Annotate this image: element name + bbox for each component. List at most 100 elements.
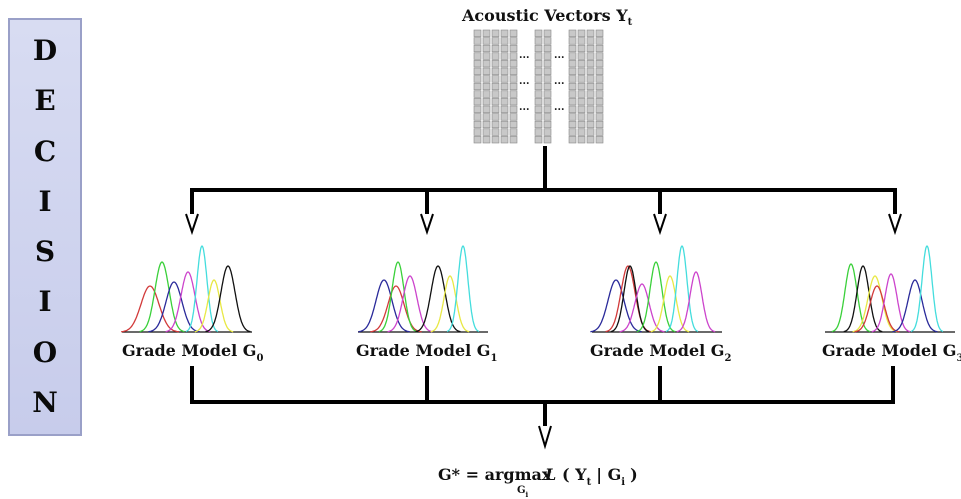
decision-letter: S (34, 235, 56, 269)
gaussian-mixture-1 (358, 245, 488, 333)
acoustic-vectors-grid (473, 29, 604, 144)
vector-cell (491, 82, 500, 91)
vector-cell (482, 44, 491, 53)
vector-cell (482, 136, 491, 144)
vector-cell (482, 29, 491, 37)
vector-cell (500, 67, 509, 75)
vector-cell (491, 128, 500, 136)
vector-cell (491, 136, 500, 144)
vector-cell (482, 82, 491, 91)
gaussian-curve (676, 271, 716, 333)
vector-cell (595, 105, 604, 113)
vector-cell (534, 29, 543, 37)
vector-cell (586, 67, 595, 75)
vector-cell (586, 52, 595, 60)
gaussian-mixture-0 (121, 245, 252, 333)
vector-cell (568, 113, 577, 121)
vector-cell (500, 105, 509, 113)
vector-cell (586, 29, 595, 37)
vector-cell (586, 90, 595, 98)
formula-lhs: G* = argmax (438, 465, 552, 484)
vector-cell (543, 60, 552, 68)
vector-cell (500, 37, 509, 45)
vector-cell (509, 113, 518, 121)
decision-letter: D (32, 34, 58, 68)
vector-cell (534, 128, 543, 136)
vector-cell (534, 136, 543, 144)
vector-cell (577, 75, 586, 83)
vector-cell (595, 128, 604, 136)
vector-cell (577, 60, 586, 68)
vector-cell (577, 98, 586, 106)
vector-cell (543, 90, 552, 98)
vector-cell (595, 52, 604, 60)
vector-cell (595, 90, 604, 98)
vector-cell (482, 90, 491, 98)
decision-letter: I (38, 285, 52, 319)
vector-cell (595, 136, 604, 144)
grade-model-label-0: Grade Model G0 (122, 341, 263, 364)
vector-cell (491, 52, 500, 60)
decision-letter: O (32, 335, 58, 369)
grade-model-label-2: Grade Model G2 (590, 341, 731, 364)
gaussian-curve (665, 245, 699, 333)
vector-cell (534, 60, 543, 68)
vector-cell (543, 113, 552, 121)
vector-cell (534, 90, 543, 98)
vector-cell (586, 37, 595, 45)
vector-cell (568, 120, 577, 129)
vector-cell (586, 60, 595, 68)
down-arrow-result (538, 425, 552, 450)
input-title: Acoustic Vectors Yt (461, 6, 633, 28)
vector-cell (586, 82, 595, 91)
gaussian-curve (636, 261, 676, 333)
vector-cell (509, 52, 518, 60)
vector-cell (577, 136, 586, 144)
vector-cell (491, 90, 500, 98)
gaussian-curve (415, 265, 461, 333)
dots: ... (519, 76, 529, 87)
gaussian-curve (148, 281, 200, 333)
vector-cell (534, 37, 543, 45)
vector-cell (473, 44, 482, 53)
vector-cell (500, 136, 509, 144)
vector-cell (482, 67, 491, 75)
vector-cell (500, 60, 509, 68)
vector-cell (568, 37, 577, 45)
vector-cell (482, 105, 491, 113)
gaussian-curve (871, 273, 911, 333)
vector-cell (473, 128, 482, 136)
gaussian-mixture-3 (825, 245, 955, 333)
vector-cell (509, 90, 518, 98)
bottom-connectors (190, 366, 895, 426)
vector-cell (473, 75, 482, 83)
vector-cell (473, 60, 482, 68)
vector-cell (577, 44, 586, 53)
decision-letter: N (32, 385, 58, 419)
vector-cell (568, 52, 577, 60)
vector-cell (491, 60, 500, 68)
vector-cell (568, 90, 577, 98)
gaussian-curve (854, 285, 900, 333)
vector-cell (491, 120, 500, 129)
vector-cell (568, 128, 577, 136)
vector-cell (500, 113, 509, 121)
vector-cell (543, 82, 552, 91)
vector-cell (577, 128, 586, 136)
vector-cell (568, 136, 577, 144)
vector-cell (595, 67, 604, 75)
vector-cell (595, 120, 604, 129)
vector-cell (500, 52, 509, 60)
grade-model-label-1: Grade Model G1 (356, 341, 497, 364)
vector-cell (586, 113, 595, 121)
vector-cell (491, 44, 500, 53)
gaussian-curve (387, 275, 433, 333)
vector-cell (543, 120, 552, 129)
vector-cell (586, 98, 595, 106)
vector-cell (500, 75, 509, 83)
vector-cell (500, 90, 509, 98)
vector-cell (509, 67, 518, 75)
gaussian-curve (185, 245, 219, 333)
gaussian-curve (892, 279, 938, 333)
